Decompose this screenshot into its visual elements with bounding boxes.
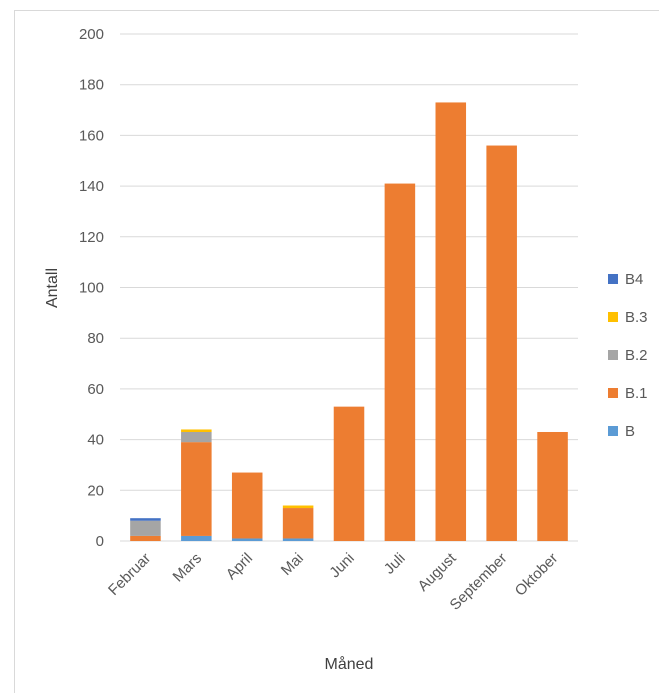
x-axis-ticks: Februar Mars April Mai Juni Juli AugustSeptemb… (105, 549, 561, 613)
y-axis-ticks: 0 20 40 60 80 100 120 140 160 180 200 (79, 26, 104, 550)
bars (130, 102, 568, 542)
bar-segment (486, 145, 517, 542)
x-tick-label: Juli (381, 550, 409, 578)
bar-segment (231, 472, 263, 539)
bar-segment (130, 520, 161, 536)
y-tick-label: 80 (87, 330, 104, 347)
x-axis-title: Måned (325, 655, 374, 673)
y-tick-label: 60 (87, 381, 104, 398)
bar-segment (231, 538, 263, 541)
legend-swatch (608, 274, 618, 284)
y-tick-label: 160 (79, 127, 104, 144)
x-tick-label: April (223, 550, 256, 583)
x-tick-label: Mars (170, 550, 206, 586)
y-tick-label: 40 (87, 432, 104, 449)
x-tick-label: Februar (105, 550, 154, 599)
x-tick-label: Juni (326, 550, 357, 581)
y-tick-label: 200 (79, 26, 104, 43)
bar-segment (130, 518, 161, 521)
bar-segment (181, 431, 212, 443)
chart-frame (14, 10, 659, 693)
bar-segment (537, 431, 568, 541)
legend-label: B4 (625, 271, 643, 288)
legend: B4 B.3 B.2 B.1 B (608, 271, 648, 440)
bar-segment (282, 538, 314, 541)
bar-segment (181, 442, 212, 536)
bar-segment (181, 429, 212, 432)
y-tick-label: 120 (79, 229, 104, 246)
bar-segment (282, 508, 314, 539)
bar-segment (435, 102, 467, 541)
legend-swatch (608, 426, 618, 436)
bar-segment (333, 406, 365, 541)
y-tick-label: 100 (79, 280, 104, 297)
x-tick-label: Oktober (512, 550, 562, 600)
legend-swatch (608, 312, 618, 322)
bar-segment (130, 535, 161, 541)
x-tick-label: Mai (278, 550, 307, 579)
y-axis-title: Antall (44, 268, 61, 308)
x-tick-label: August (415, 549, 461, 595)
y-tick-label: 140 (79, 178, 104, 195)
legend-label: B.2 (625, 347, 648, 364)
legend-label: B (625, 423, 635, 440)
legend-swatch (608, 388, 618, 398)
legend-swatch (608, 350, 618, 360)
bar-segment (282, 505, 314, 509)
bar-segment (181, 535, 212, 541)
y-tick-label: 20 (87, 482, 104, 499)
legend-label: B.1 (625, 385, 648, 402)
y-tick-label: 180 (79, 77, 104, 94)
y-tick-label: 0 (96, 533, 104, 550)
legend-label: B.3 (625, 309, 648, 326)
bar-segment (384, 183, 416, 541)
